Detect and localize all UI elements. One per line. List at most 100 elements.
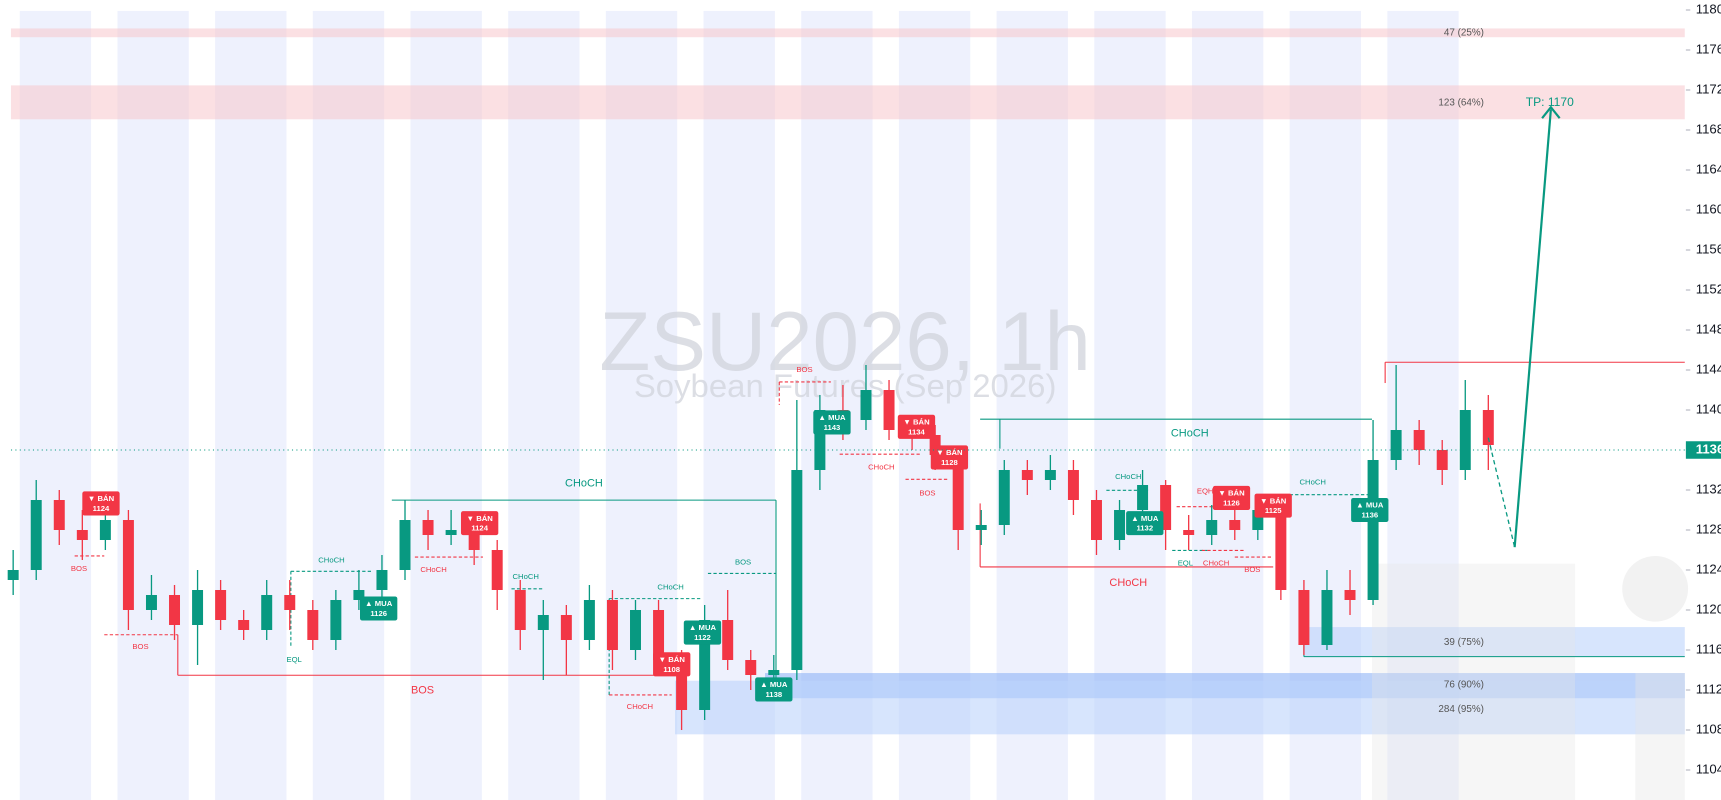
candle-body [76,530,88,540]
candle-body [1252,510,1264,530]
signal-badge [1126,511,1164,536]
signal-label: ▲ MUA [1131,514,1159,523]
candle-body [284,595,296,610]
zone-label: 123 (64%) [1438,97,1484,108]
logo-shape [1635,673,1685,800]
candle-body [1298,590,1310,645]
candle-body [814,410,826,471]
signal-badge [813,410,851,435]
candle-body [560,615,572,640]
y-tick-label: 1152 [1696,281,1721,296]
logo-shape [1622,555,1689,622]
session-bands [19,10,1459,800]
y-tick-label: 1112 [1696,681,1721,696]
candle-body [1183,530,1195,535]
session-band [898,10,971,800]
candle-body [399,520,411,570]
y-tick-label: 1140 [1696,401,1721,416]
signal-label: ▲ MUA [760,680,788,689]
candle-body [1160,485,1172,530]
candle-body [7,570,19,581]
signal-price: 1125 [1265,506,1282,515]
structure-label: CHoCH [1171,427,1209,439]
signal-price: 1126 [1223,498,1240,507]
structure-label: BOS [735,558,751,567]
structure-label: CHoCH [868,462,894,471]
candle-body [952,455,964,530]
candle-body [1459,410,1471,471]
demand-zone [675,680,1685,735]
signal-price: 1134 [908,427,925,436]
candle-body [491,550,503,590]
projection-dash [1487,437,1516,548]
annotations: BOS BOS EQL CHoCH BOS CHoCH CHoCH CHoCH CHoCH CHo… [71,365,1389,711]
zone-labels: 47 (25%) 123 (64%) 39 (75%) 76 (90%) 284… [1438,27,1484,714]
candle-body [745,660,757,675]
y-tick-label: 1148 [1696,321,1721,336]
candles [7,364,1494,730]
candle-body [860,390,872,420]
y-tick-label: 1120 [1696,601,1721,616]
candle-body [30,500,42,570]
y-tick-label: 1180 [1696,1,1721,16]
signal-badge [82,491,120,516]
signal-label: ▼ BÁN [88,494,115,503]
candle-body [630,610,641,650]
candle-body [1137,485,1149,510]
candle-body [537,615,549,630]
session-band [410,10,482,800]
session-band [1191,10,1264,800]
candle-body [1482,410,1494,446]
signal-badge [755,677,793,702]
arrow-head [1541,105,1561,119]
signal-price: 1136 [1361,510,1378,519]
target-projection: TP: 1170 [1487,95,1574,548]
candle-body [1206,520,1218,535]
y-tick-label: 1164 [1696,161,1721,176]
candle-body [1390,430,1402,460]
signal-label: ▲ MUA [689,623,717,632]
structure-label: CHoCH [1299,478,1325,487]
signal-price: 1122 [694,633,711,642]
candle-body [1367,460,1379,600]
signal-badge [683,620,722,645]
watermark-subtitle: Soybean Futures (Sep 2026) [634,367,1057,404]
signal-price: 1143 [824,423,841,432]
candle-body [1044,470,1056,480]
candle-body [145,595,157,610]
y-tick-label: 1124 [1696,561,1721,576]
candle-body [791,470,803,670]
signal-label: ▼ BÁN [466,514,493,523]
signal-label: ▲ MUA [365,599,393,608]
candle-body [1321,590,1333,645]
signal-badge [1254,493,1292,518]
session-band [215,10,287,800]
zones [10,28,1685,735]
structure-label: BOS [132,642,148,651]
target-label: TP: 1170 [1526,95,1574,109]
signal-label: ▼ BÁN [659,655,686,664]
candle-body [676,660,688,710]
signal-price: 1108 [663,665,680,674]
candle-body [53,500,65,530]
candle-body [376,570,388,591]
session-band [996,10,1068,800]
candle-body [606,600,618,650]
signal-badge [930,445,969,470]
signal-price: 1124 [93,504,110,513]
signal-label: ▲ MUA [1356,501,1384,510]
signal-label: ▼ BÁN [936,448,963,457]
signal-badge [1212,485,1251,510]
supply-zone [10,28,1685,38]
signal-price: 1124 [471,524,488,533]
signal-badge [1351,497,1389,523]
candle-body [722,620,734,660]
y-tick-label: 1160 [1696,201,1721,216]
y-tick-label: 1144 [1696,361,1721,376]
structure-label: CHoCH [420,565,446,574]
structure-label: CHoCH [627,702,653,711]
candle-body [883,390,895,430]
y-tick-label: 1116 [1696,641,1721,656]
candle-body [583,600,595,640]
session-band [312,10,385,800]
